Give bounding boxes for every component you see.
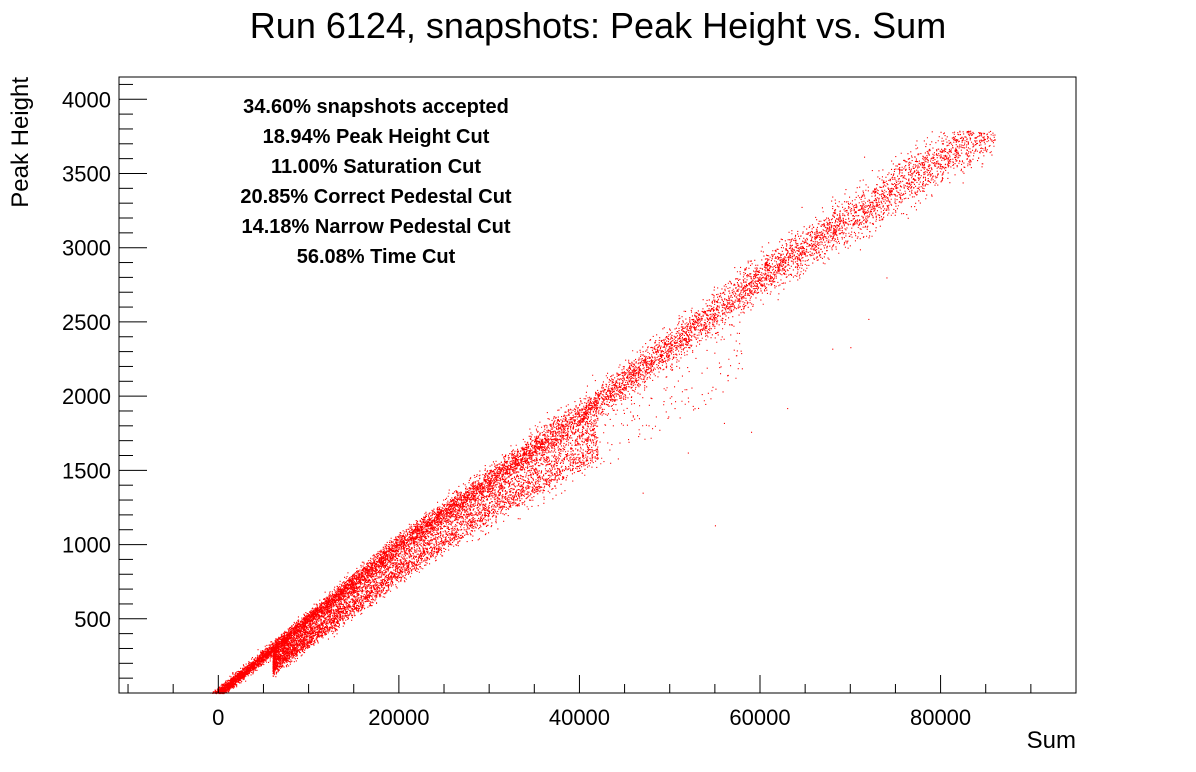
- y-tick-label: 500: [74, 607, 111, 632]
- y-tick-label: 3500: [62, 161, 111, 186]
- stat-line: 11.00% Saturation Cut: [271, 156, 481, 178]
- y-tick-label: 3000: [62, 236, 111, 261]
- x-tick-label: 60000: [729, 705, 790, 730]
- y-axis-label: Peak Height: [7, 77, 34, 208]
- stat-line: 18.94% Peak Height Cut: [263, 126, 490, 148]
- stat-line: 34.60% snapshots accepted: [243, 96, 509, 118]
- x-axis-label: Sum: [1027, 727, 1076, 754]
- chart-title: Run 6124, snapshots: Peak Height vs. Sum: [250, 5, 946, 46]
- y-tick-label: 4000: [62, 87, 111, 112]
- stat-line: 14.18% Narrow Pedestal Cut: [242, 216, 511, 238]
- y-axis: 500 1000 1500 2000 2500 3000 3500 4000: [62, 83, 147, 679]
- stat-line: 56.08% Time Cut: [297, 246, 456, 268]
- y-tick-label: 2000: [62, 384, 111, 409]
- y-tick-label: 2500: [62, 310, 111, 335]
- x-axis: 0 20000 40000 60000 80000: [127, 675, 1077, 730]
- y-tick-label: 1500: [62, 458, 111, 483]
- scatter-points: [210, 130, 996, 695]
- data-points: [210, 130, 996, 695]
- x-tick-label: 40000: [549, 705, 610, 730]
- stat-line: 20.85% Correct Pedestal Cut: [240, 186, 512, 208]
- plot-frame: [118, 76, 1077, 694]
- stats-box: 34.60% snapshots accepted 18.94% Peak Hei…: [240, 96, 512, 268]
- y-tick-label: 1000: [62, 533, 111, 558]
- x-tick-label: 20000: [368, 705, 429, 730]
- x-tick-label: 0: [212, 705, 224, 730]
- x-tick-label: 80000: [910, 705, 971, 730]
